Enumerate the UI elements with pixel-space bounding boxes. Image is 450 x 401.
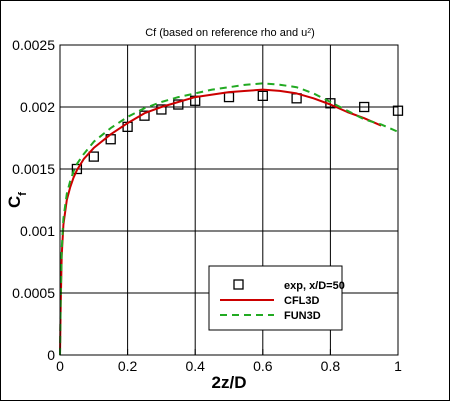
plot-border xyxy=(59,44,399,356)
y-tick-label: 0 xyxy=(47,347,55,363)
series-group xyxy=(59,82,404,356)
y-tick-label: 0.002 xyxy=(20,99,55,115)
y-tick-label: 0.0025 xyxy=(12,37,55,53)
x-axis-label: 2z/D xyxy=(212,373,247,392)
data-point-exp-x-d-50 xyxy=(359,101,370,113)
x-tick-label: 1 xyxy=(394,358,402,374)
ticks xyxy=(59,44,399,356)
y-axis-label-sub: f xyxy=(17,192,29,196)
chart-title: Cf (based on reference rho and u2) xyxy=(145,27,315,39)
tick-labels: 0 0.2 0.4 0.6 0.8 1 0 0.0005 0.001 0.0015 0.002 0.0… xyxy=(12,37,402,374)
legend-marker-exp xyxy=(233,279,244,290)
y-tick-label: 0.001 xyxy=(20,223,55,239)
y-tick-label: 0.0005 xyxy=(12,285,55,301)
y-axis-label: Cf xyxy=(5,192,29,208)
legend: exp, x/D=50 CFL3D FUN3D xyxy=(208,265,345,331)
x-tick-label: 0.2 xyxy=(118,358,138,374)
legend-label-cfl3d: CFL3D xyxy=(284,295,320,307)
title-end: ) xyxy=(311,27,315,39)
legend-box xyxy=(208,265,343,331)
x-tick-label: 0.6 xyxy=(253,358,273,374)
y-tick-label: 0.0015 xyxy=(12,161,55,177)
data-point-exp-x-d-50 xyxy=(257,90,268,101)
x-tick-label: 0.8 xyxy=(321,358,341,374)
y-axis-label-main: C xyxy=(5,196,24,208)
x-tick-label: 0.4 xyxy=(185,358,205,374)
title-main: Cf (based on reference rho and u xyxy=(145,27,307,39)
data-point-exp-x-d-50 xyxy=(173,99,184,110)
series-line-cfl3d xyxy=(59,88,382,356)
data-point-exp-x-d-50 xyxy=(88,151,99,162)
data-point-exp-x-d-50 xyxy=(223,91,235,103)
title-superscript: 2 xyxy=(307,28,311,35)
x-tick-label: 0 xyxy=(56,358,64,374)
legend-label-fun3d: FUN3D xyxy=(284,310,321,322)
legend-label-exp: exp, x/D=50 xyxy=(284,280,345,292)
